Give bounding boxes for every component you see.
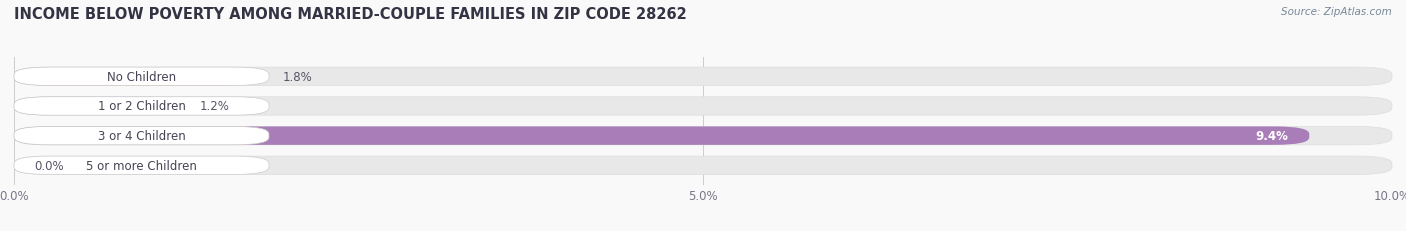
- FancyBboxPatch shape: [14, 127, 1309, 145]
- FancyBboxPatch shape: [14, 68, 1392, 86]
- Text: 5 or more Children: 5 or more Children: [86, 159, 197, 172]
- Text: 3 or 4 Children: 3 or 4 Children: [97, 130, 186, 143]
- FancyBboxPatch shape: [14, 68, 262, 86]
- Text: No Children: No Children: [107, 70, 176, 83]
- Text: 9.4%: 9.4%: [1256, 130, 1289, 143]
- Text: 0.0%: 0.0%: [35, 159, 65, 172]
- FancyBboxPatch shape: [14, 156, 1392, 175]
- Text: 1.8%: 1.8%: [283, 70, 312, 83]
- FancyBboxPatch shape: [14, 97, 269, 116]
- FancyBboxPatch shape: [14, 127, 269, 145]
- FancyBboxPatch shape: [14, 68, 269, 86]
- FancyBboxPatch shape: [14, 156, 269, 175]
- Text: INCOME BELOW POVERTY AMONG MARRIED-COUPLE FAMILIES IN ZIP CODE 28262: INCOME BELOW POVERTY AMONG MARRIED-COUPL…: [14, 7, 686, 22]
- Text: 1 or 2 Children: 1 or 2 Children: [97, 100, 186, 113]
- Text: 1.2%: 1.2%: [200, 100, 231, 113]
- FancyBboxPatch shape: [14, 127, 1392, 145]
- FancyBboxPatch shape: [14, 97, 1392, 116]
- FancyBboxPatch shape: [14, 97, 180, 116]
- Text: Source: ZipAtlas.com: Source: ZipAtlas.com: [1281, 7, 1392, 17]
